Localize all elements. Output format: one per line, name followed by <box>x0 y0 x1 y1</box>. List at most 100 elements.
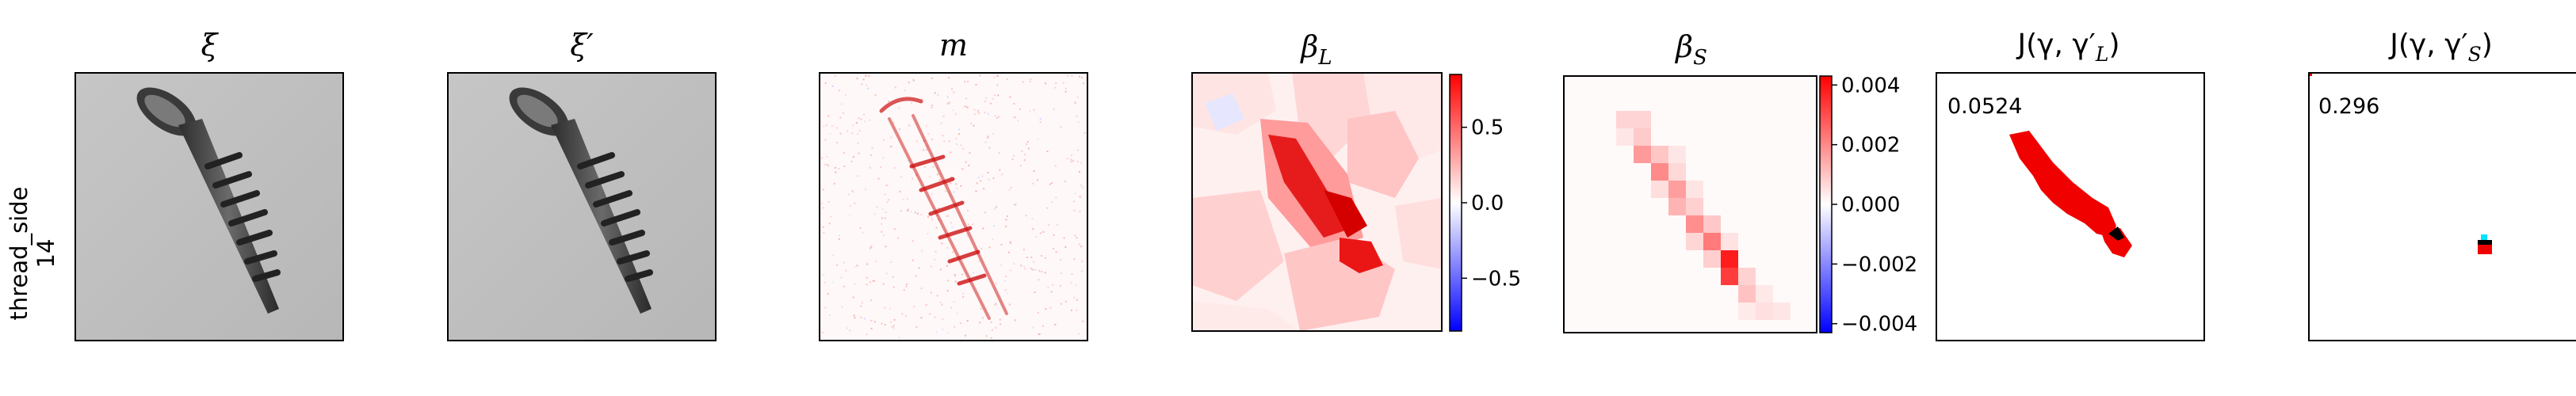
mask-noise-pixel <box>953 191 955 193</box>
row-label: thread_side 14 <box>6 187 59 321</box>
mask-noise-pixel <box>884 323 886 326</box>
mask-noise-pixel <box>1063 237 1065 239</box>
mask-noise-pixel <box>869 281 871 284</box>
mask-noise-pixel <box>863 318 866 320</box>
mask-noise-pixel <box>843 261 845 264</box>
mask-noise-pixel <box>934 250 937 253</box>
mask-noise-pixel <box>1079 170 1081 173</box>
mask-noise-pixel <box>1041 271 1043 273</box>
heatmap-cell <box>1686 198 1703 215</box>
mask-noise-pixel <box>892 286 895 288</box>
mask-noise-pixel <box>1037 138 1039 140</box>
mask-noise-pixel <box>892 326 895 329</box>
mask-noise-pixel <box>849 329 851 332</box>
panel-beta-l: βL 0.5 0.0 −0.5 <box>1191 29 1521 332</box>
mask-noise-pixel <box>941 303 943 306</box>
score-label: 0.296 <box>2318 94 2379 119</box>
mask-noise-pixel <box>874 93 877 96</box>
heatmap-cell <box>1651 146 1668 163</box>
mask-noise-pixel <box>931 192 934 195</box>
mask-noise-pixel <box>936 173 938 176</box>
mask-noise-pixel <box>1011 158 1014 161</box>
mask-noise-pixel <box>946 96 949 98</box>
heatmap-cell <box>1756 285 1773 303</box>
heatmap-cell <box>1703 215 1721 233</box>
mask-noise-pixel <box>1055 196 1057 199</box>
mask-noise-pixel <box>980 180 982 182</box>
mask-noise-pixel <box>1075 284 1077 287</box>
mask-screw-outline <box>879 97 1008 320</box>
mask-noise-pixel <box>822 207 824 209</box>
mask-noise-pixel <box>1080 270 1083 272</box>
mask-noise-pixel <box>1079 243 1081 246</box>
mask-noise-pixel <box>929 313 931 315</box>
mask-noise <box>821 74 1086 339</box>
heatmap-cell <box>1703 250 1721 268</box>
mask-noise-pixel <box>838 238 840 240</box>
mask-noise-pixel <box>864 120 866 123</box>
mask-noise-pixel <box>1031 218 1034 220</box>
mask-noise-pixel <box>938 208 940 210</box>
colorbar-l-tick-label: −0.5 <box>1471 267 1521 291</box>
mask-noise-pixel <box>882 139 885 141</box>
mask-noise-pixel <box>831 124 833 127</box>
mask-noise-pixel <box>865 74 867 77</box>
segmentation-background <box>2309 73 2576 341</box>
screw-image <box>509 87 653 314</box>
mask-noise-pixel <box>954 280 957 283</box>
mask-noise-pixel <box>988 112 990 115</box>
mask-noise-pixel <box>906 198 908 200</box>
mask-noise-pixel <box>1070 158 1072 161</box>
mask-noise-pixel <box>906 283 908 285</box>
mask-noise-pixel <box>854 283 856 285</box>
mask-noise-pixel <box>832 254 835 257</box>
mask-noise-pixel <box>1033 261 1035 263</box>
mask-noise-pixel <box>1053 108 1055 110</box>
heatmap-cell <box>1721 268 1738 285</box>
mask-noise-pixel <box>1032 228 1034 230</box>
mask-noise-pixel <box>1022 81 1024 83</box>
mask-noise-pixel <box>942 318 944 321</box>
heatmap-cell <box>1668 198 1686 215</box>
mask-noise-pixel <box>942 329 944 331</box>
mask-noise-pixel <box>1033 109 1035 111</box>
mask-noise-pixel <box>843 165 846 167</box>
mask-noise-pixel <box>1046 207 1049 209</box>
mask-noise-pixel <box>934 316 936 318</box>
mask-noise-pixel <box>1074 192 1076 195</box>
mask-noise-pixel <box>1076 149 1079 151</box>
mask-noise-pixel <box>839 132 842 135</box>
mask-noise-pixel <box>881 208 884 211</box>
mask-noise-pixel <box>1082 320 1084 322</box>
mask-noise-pixel <box>834 74 836 77</box>
mask-noise-pixel <box>1079 196 1081 198</box>
colorbar-beta-s: 0.004 0.002 0.000 −0.002 −0.004 <box>1819 74 1917 337</box>
mask-noise-pixel <box>1084 132 1086 135</box>
mask-noise-pixel <box>1045 82 1047 85</box>
axes-frame <box>75 72 344 341</box>
mask-noise-pixel <box>888 100 890 102</box>
mask-noise-pixel <box>1052 247 1054 249</box>
heatmap-cell <box>1756 303 1773 320</box>
mask-noise-pixel <box>1001 173 1003 176</box>
mask-noise-pixel <box>889 321 892 323</box>
mask-noise-pixel <box>1081 77 1084 79</box>
mask-noise-pixel <box>824 163 826 166</box>
mask-noise-pixel <box>993 208 996 210</box>
mask-noise-pixel <box>963 105 965 108</box>
mask-noise-pixel <box>869 299 872 302</box>
mask-noise-pixel <box>988 178 990 181</box>
mask-noise-pixel <box>851 132 854 135</box>
mask-noise-pixel <box>936 331 938 333</box>
mask-noise-pixel <box>996 116 998 119</box>
mask-noise-pixel <box>1070 282 1072 284</box>
mask-noise-pixel <box>892 325 895 327</box>
mask-noise-pixel <box>843 285 845 287</box>
mask-noise-pixel <box>1029 81 1031 83</box>
heatmap-cell <box>1668 163 1686 181</box>
mask-noise-pixel <box>925 125 927 128</box>
mask-noise-pixel <box>939 301 942 303</box>
mask-noise-pixel <box>915 140 918 143</box>
mask-noise-pixel <box>1044 272 1046 274</box>
heatmap-cell <box>1738 268 1756 285</box>
